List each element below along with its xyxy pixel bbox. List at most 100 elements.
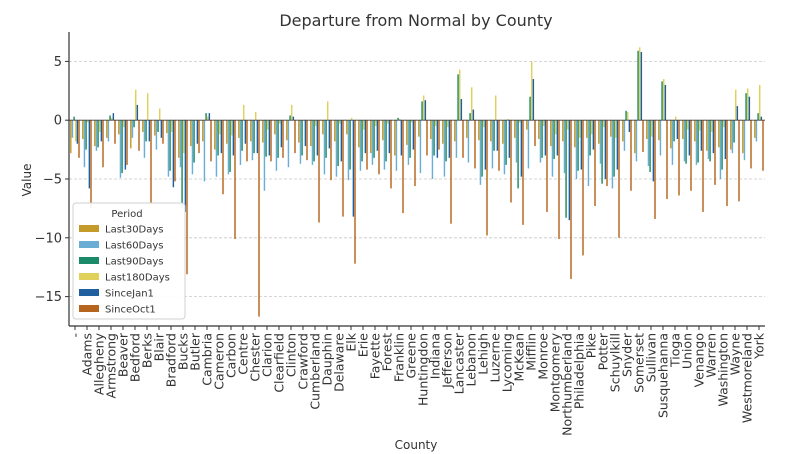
bar [83,120,86,168]
bar [454,120,456,142]
bar [378,120,380,175]
bar [532,79,535,121]
x-tick-label: Dauphin [320,333,335,385]
bar [370,120,372,154]
bar [676,120,679,140]
bar [712,120,715,154]
bar [635,120,638,162]
x-tick-label: Tioga [668,333,683,368]
bar [147,93,149,121]
bar [736,106,739,121]
bar [551,120,554,177]
bar [510,120,512,203]
x-tick-label: Philadelphia [572,333,587,409]
bar [244,120,247,144]
bar [335,120,338,177]
bar [690,120,692,191]
legend-swatch [79,257,99,264]
bar [503,120,506,175]
bar [431,120,434,179]
bar [395,120,398,171]
bar [322,120,324,135]
bar [262,120,264,143]
bar [527,120,530,169]
bar [87,120,89,123]
bar [239,120,242,165]
bar [253,120,255,154]
bar [400,120,403,156]
bar [407,120,410,165]
bar [757,113,759,121]
bar [183,120,185,154]
bar [399,119,401,121]
bar [555,120,557,135]
bar [642,120,644,152]
bar [743,120,746,161]
bar [661,81,663,121]
bar [467,120,470,163]
x-tick-label: Susquehanna [656,333,671,418]
bar [274,120,276,135]
bar [670,120,672,149]
bar [471,87,473,121]
bar [294,120,296,154]
bar [724,120,727,160]
bar [514,120,516,138]
x-tick-label: Cumberland [308,333,323,410]
bar [639,47,641,121]
bar [155,120,158,150]
bar [562,120,564,142]
bar [289,115,291,121]
bar [325,120,327,158]
bar [328,120,331,149]
bar [126,120,128,165]
bar [82,120,84,140]
x-tick-label: Bedford [128,333,143,382]
bar [234,120,236,239]
bar [99,120,101,132]
bar [630,120,632,191]
x-tick-label: Lehigh [476,333,491,375]
x-tick-label: Somerset [632,333,647,393]
bar [267,120,269,130]
bar [376,120,379,151]
x-tick-label: Franklin [392,333,407,382]
bar [352,120,355,217]
legend-swatch [79,305,99,312]
bar [375,120,377,127]
bar [611,120,614,189]
bar [445,120,447,162]
bar [298,120,300,143]
bar [582,120,584,256]
bar [349,120,351,170]
bar [726,120,728,207]
bar [190,120,192,147]
bar [702,120,704,212]
x-tick-label: Montgomery [548,332,563,412]
bar [526,120,528,130]
bar [498,120,500,171]
x-tick-label: Monroe [536,333,551,380]
bar [442,120,444,144]
bar [654,120,656,219]
bar [426,120,428,156]
y-tick-label: −10 [35,231,62,246]
bar [613,120,615,177]
bar [118,120,120,135]
bar [678,120,680,196]
bar [418,120,420,137]
bar [202,120,204,142]
bar [538,120,540,140]
bar [226,120,228,144]
bar [479,120,482,185]
bar [186,120,188,275]
bar [299,120,302,164]
bar [191,120,194,175]
bar [575,120,578,179]
bar [675,116,677,121]
bar [217,120,219,156]
bar [243,104,245,121]
bar [594,120,596,207]
bar [673,120,675,142]
x-tick-label: Wayne [728,333,743,376]
